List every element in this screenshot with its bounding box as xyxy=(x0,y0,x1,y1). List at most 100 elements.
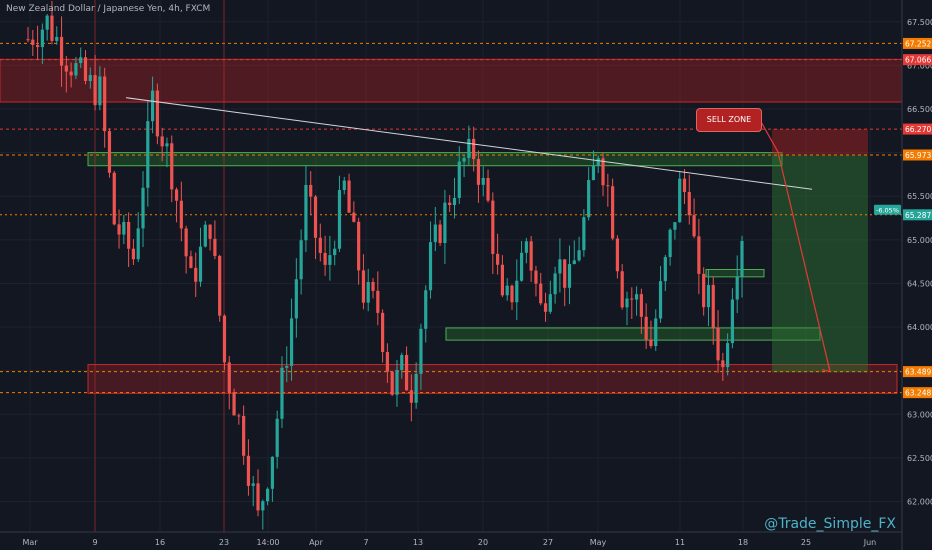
candle-body xyxy=(419,328,423,374)
candle-body xyxy=(222,315,227,363)
candle-body xyxy=(146,121,150,188)
candle-body xyxy=(289,318,294,366)
candle-body xyxy=(515,280,519,303)
candle-body xyxy=(390,371,394,395)
y-tick-label: 65.500 xyxy=(907,192,932,201)
candle-body xyxy=(170,143,174,190)
price-badge xyxy=(903,387,932,399)
candle-body xyxy=(333,248,337,256)
candle-body xyxy=(218,255,222,316)
candle-body xyxy=(342,180,346,191)
change-badge xyxy=(874,204,901,215)
chart-zones xyxy=(0,58,903,394)
x-tick-label: Apr xyxy=(309,538,324,547)
candle-body xyxy=(625,298,629,308)
candle-body xyxy=(227,362,231,393)
price-badge xyxy=(903,366,932,378)
y-tick-label: 67.000 xyxy=(907,61,932,70)
candle-body xyxy=(93,75,97,106)
candle-body xyxy=(208,224,212,239)
candle-body xyxy=(184,228,188,257)
change-badge-label: -6.05% xyxy=(876,206,899,214)
chart-drawings xyxy=(125,97,831,373)
current-price-badge xyxy=(903,209,932,221)
x-tick-label: 7 xyxy=(363,538,368,547)
candle-body xyxy=(40,29,44,48)
candle-body xyxy=(318,237,322,253)
candle-body xyxy=(265,488,270,502)
candle-body xyxy=(165,143,169,147)
candle-body xyxy=(548,294,552,312)
candle-body xyxy=(309,184,313,197)
candle-body xyxy=(682,178,687,192)
candle-body xyxy=(232,392,236,416)
candlestick-series xyxy=(26,0,744,530)
candle-body xyxy=(88,75,92,82)
price-badge-label: 65.973 xyxy=(905,151,931,160)
candle-body xyxy=(174,189,179,201)
candle-body xyxy=(357,221,361,271)
candle-body xyxy=(194,267,198,282)
candle-body xyxy=(366,281,370,303)
candle-body xyxy=(136,228,140,260)
author-watermark: @Trade_Simple_FX xyxy=(764,516,896,532)
candle-body xyxy=(127,221,131,249)
candle-body xyxy=(467,138,471,158)
candle-body xyxy=(572,260,576,265)
candle-body xyxy=(448,202,452,206)
candle-body xyxy=(395,369,399,395)
x-tick-label: 18 xyxy=(738,538,748,547)
candle-body xyxy=(687,191,691,216)
candle-body xyxy=(275,418,279,457)
sell-zone-callout[interactable]: SELL ZONE xyxy=(696,108,762,132)
price-badge xyxy=(903,123,932,135)
candle-body xyxy=(376,290,380,313)
candle-body xyxy=(658,281,663,319)
candle-body xyxy=(491,200,495,254)
candle-body xyxy=(524,241,528,253)
price-badge-label: 67.252 xyxy=(905,39,931,48)
candle-body xyxy=(476,159,481,185)
candle-body xyxy=(69,71,73,76)
x-tick-label: 9 xyxy=(92,538,97,547)
x-tick-label: 14:00 xyxy=(256,538,279,547)
candle-body xyxy=(150,90,155,122)
candle-body xyxy=(328,255,332,265)
y-tick-label: 65.000 xyxy=(907,236,932,245)
candle-body xyxy=(352,212,356,222)
candle-body xyxy=(50,15,54,41)
candle-body xyxy=(457,161,461,198)
candle-body xyxy=(716,327,720,361)
candle-body xyxy=(112,172,116,225)
candle-body xyxy=(601,158,605,186)
candle-body xyxy=(558,259,562,274)
x-tick-label: 20 xyxy=(478,538,488,547)
x-tick-label: Mar xyxy=(22,538,38,547)
y-tick-label: 63.000 xyxy=(907,410,932,419)
candle-body xyxy=(404,354,409,391)
trade-target-area xyxy=(772,155,868,373)
candle-body xyxy=(721,360,725,368)
x-tick-label: May xyxy=(590,538,607,547)
candle-body xyxy=(634,294,639,300)
candle-body xyxy=(385,352,389,372)
candle-body xyxy=(726,343,730,368)
candle-body xyxy=(428,242,433,291)
candle-body xyxy=(510,285,514,303)
candle-body xyxy=(55,36,59,41)
candle-body xyxy=(452,197,457,206)
candle-body xyxy=(31,39,35,45)
candle-body xyxy=(481,177,485,185)
candle-body xyxy=(534,270,538,284)
candle-body xyxy=(213,238,217,256)
candle-body xyxy=(596,158,600,166)
price-axis: 67.50067.00066.50066.00065.50065.00064.5… xyxy=(874,0,932,550)
price-badge-label: 63.489 xyxy=(905,368,931,377)
candle-body xyxy=(79,57,83,64)
candle-body xyxy=(409,390,413,403)
candle-body xyxy=(644,316,648,340)
candle-body xyxy=(486,177,490,201)
candle-body xyxy=(59,36,64,66)
candle-body xyxy=(237,415,241,417)
